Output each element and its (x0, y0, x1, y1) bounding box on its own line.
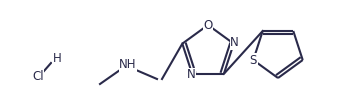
Text: H: H (52, 51, 61, 65)
Text: S: S (250, 54, 257, 67)
Text: N: N (187, 68, 196, 81)
Text: Cl: Cl (32, 70, 44, 82)
Text: NH: NH (119, 59, 137, 71)
Text: N: N (230, 36, 239, 49)
Text: O: O (203, 19, 213, 31)
